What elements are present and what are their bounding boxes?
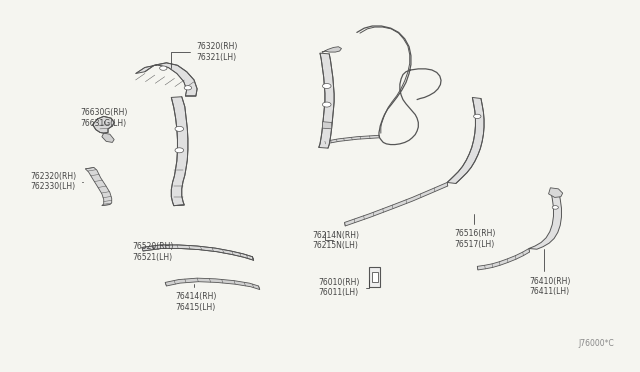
Circle shape	[323, 102, 331, 107]
Polygon shape	[85, 167, 112, 206]
Text: J76000*C: J76000*C	[578, 340, 614, 349]
Polygon shape	[529, 190, 561, 249]
Polygon shape	[93, 116, 114, 133]
Polygon shape	[136, 63, 197, 96]
Circle shape	[175, 126, 184, 131]
Polygon shape	[322, 47, 342, 52]
Text: 76320(RH)
76321(LH): 76320(RH) 76321(LH)	[172, 42, 237, 68]
Polygon shape	[323, 122, 332, 129]
Polygon shape	[142, 245, 253, 260]
Circle shape	[184, 86, 191, 90]
Circle shape	[175, 148, 184, 153]
Circle shape	[159, 66, 167, 70]
Polygon shape	[172, 97, 188, 206]
Polygon shape	[369, 267, 380, 287]
Text: 76214N(RH)
76215N(LH): 76214N(RH) 76215N(LH)	[312, 231, 360, 250]
Text: 76414(RH)
76415(LH): 76414(RH) 76415(LH)	[175, 285, 217, 312]
Text: 762320(RH)
762330(LH): 762320(RH) 762330(LH)	[30, 172, 83, 192]
Text: 76410(RH)
76411(LH): 76410(RH) 76411(LH)	[529, 250, 570, 296]
Circle shape	[474, 114, 481, 119]
Polygon shape	[477, 248, 529, 270]
Bar	[372, 272, 378, 282]
Circle shape	[552, 206, 558, 209]
Text: 76010(RH)
76011(LH): 76010(RH) 76011(LH)	[319, 278, 369, 298]
Circle shape	[323, 83, 331, 89]
Polygon shape	[325, 135, 380, 144]
Polygon shape	[447, 97, 484, 183]
Polygon shape	[344, 182, 448, 226]
Polygon shape	[548, 188, 563, 198]
Text: 76630G(RH)
76631G(LH): 76630G(RH) 76631G(LH)	[81, 109, 128, 128]
Polygon shape	[319, 53, 334, 148]
Text: 76520(RH)
76521(LH): 76520(RH) 76521(LH)	[132, 243, 174, 262]
Polygon shape	[165, 278, 260, 289]
Text: 76516(RH)
76517(LH): 76516(RH) 76517(LH)	[454, 215, 495, 248]
Polygon shape	[102, 133, 114, 142]
